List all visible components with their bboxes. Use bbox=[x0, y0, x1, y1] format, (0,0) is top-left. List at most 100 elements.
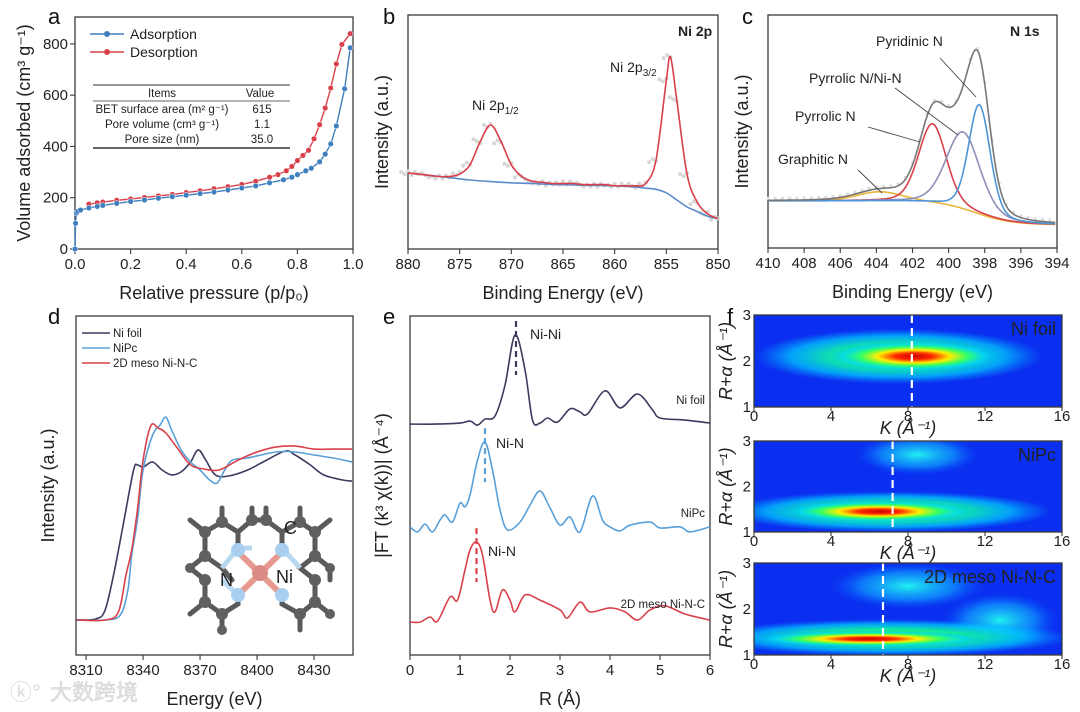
y-axis-label: Intensity (a.u.) bbox=[372, 75, 392, 189]
y-axis-label: Intensity (a.u.) bbox=[38, 428, 58, 542]
table-header: Items bbox=[148, 88, 176, 100]
x-tick-label: 0 bbox=[406, 662, 414, 679]
data-point bbox=[288, 174, 295, 181]
inset-label-n: N bbox=[220, 570, 233, 590]
data-point bbox=[85, 204, 92, 212]
peak-label-main: Ni 2p bbox=[610, 59, 643, 75]
x-tick-label: 410 bbox=[755, 255, 780, 272]
raw-data-point bbox=[1026, 215, 1030, 220]
raw-data-point bbox=[795, 196, 799, 200]
data-point bbox=[338, 41, 345, 48]
raw-data-point bbox=[471, 137, 476, 142]
raw-data-point bbox=[773, 196, 777, 200]
x-axis-label: Binding Energy (eV) bbox=[832, 282, 993, 302]
x-tick-label: 0 bbox=[750, 533, 758, 550]
x-tick-label: 8310 bbox=[69, 662, 102, 679]
x-tick-label: 0 bbox=[750, 656, 758, 673]
y-axis-label: |FT (k³ χ(k))| (Å⁻⁴) bbox=[372, 413, 392, 558]
raw-data-point bbox=[780, 196, 785, 200]
x-tick-label: 16 bbox=[1054, 656, 1071, 673]
raw-data-point bbox=[845, 192, 850, 196]
data-point bbox=[305, 147, 312, 154]
panel-letter-c: c bbox=[742, 4, 753, 29]
raw-data-point bbox=[709, 217, 714, 222]
data-point bbox=[288, 163, 295, 170]
component-pyrrolic-n bbox=[768, 122, 1056, 225]
data-point bbox=[302, 167, 309, 174]
leader-line bbox=[867, 126, 921, 143]
series-line-nipc bbox=[76, 416, 353, 622]
raw-data-point bbox=[838, 193, 842, 197]
x-tick-label: 394 bbox=[1044, 255, 1069, 272]
raw-data-point bbox=[426, 175, 431, 180]
data-point bbox=[311, 135, 318, 142]
data-point bbox=[155, 195, 162, 202]
y-tick-label: 3 bbox=[743, 555, 751, 572]
y-axis-label: Volume adsorbed (cm³ g⁻¹) bbox=[14, 24, 34, 242]
raw-data-point bbox=[495, 138, 500, 143]
watermark-logo: ⓚ° 大数跨境 bbox=[10, 680, 138, 706]
x-tick-label: 855 bbox=[654, 256, 679, 273]
data-point bbox=[333, 122, 340, 130]
peak-label: Ni-N bbox=[488, 543, 516, 559]
raw-data-point bbox=[619, 181, 624, 186]
raw-data-point bbox=[816, 195, 821, 200]
data-point bbox=[316, 158, 323, 165]
raw-data-point bbox=[671, 97, 676, 102]
panel-letter-d: d bbox=[48, 304, 60, 329]
component-label: Pyrrolic N bbox=[795, 108, 856, 124]
raw-data-point bbox=[1019, 214, 1023, 218]
panel-d-xanes: 8310 8340 8370 8400 8430 Energy (eV) Intensity… bbox=[38, 315, 354, 709]
inset-label-ni: Ni bbox=[276, 567, 293, 587]
table-cell: BET surface area (m² g⁻¹) bbox=[95, 104, 228, 116]
raw-data-point bbox=[450, 171, 455, 176]
peak-label: Ni-Ni bbox=[530, 326, 561, 342]
raw-data-point bbox=[461, 163, 466, 168]
raw-data-point bbox=[853, 190, 857, 194]
x-tick-label: 0 bbox=[750, 408, 758, 425]
heatmap-hotspot bbox=[754, 630, 985, 648]
y-axis-label: R+α (Å⁻¹) bbox=[716, 322, 736, 400]
legend-marker bbox=[104, 31, 110, 37]
raw-data-point bbox=[650, 157, 655, 162]
x-tick-label: 865 bbox=[550, 256, 575, 273]
x-tick-label: 8 bbox=[904, 656, 912, 673]
raw-data-point bbox=[512, 175, 517, 180]
raw-data-point bbox=[831, 194, 835, 198]
x-tick-label: 16 bbox=[1054, 408, 1071, 425]
x-axis-label: K (Å⁻¹) bbox=[880, 543, 937, 563]
raw-data-point bbox=[567, 179, 572, 184]
plot-frame bbox=[75, 315, 354, 656]
heatmap-hotspot bbox=[827, 341, 1001, 372]
raw-data-point bbox=[433, 176, 438, 181]
x-axis-label: Energy (eV) bbox=[166, 689, 262, 709]
y-axis-label: R+α (Å⁻¹) bbox=[716, 570, 736, 648]
raw-data-point bbox=[667, 95, 672, 100]
x-tick-label: 850 bbox=[705, 256, 730, 273]
raw-data-point bbox=[647, 160, 652, 165]
legend-label: Desorption bbox=[130, 44, 198, 60]
y-tick-label: 2 bbox=[743, 353, 751, 370]
legend-label: Ni foil bbox=[113, 328, 142, 340]
series-line-2d-meso-ni-n-c bbox=[409, 541, 711, 624]
raw-data-point bbox=[691, 199, 696, 204]
raw-data-point bbox=[464, 160, 469, 165]
x-tick-label: 400 bbox=[936, 255, 961, 272]
raw-data-point bbox=[505, 163, 510, 168]
raw-data-point bbox=[561, 179, 565, 184]
raw-data-point bbox=[975, 46, 980, 50]
data-point bbox=[347, 44, 354, 51]
panel-title: Ni 2p bbox=[678, 23, 712, 39]
raw-data-point bbox=[626, 181, 631, 186]
raw-data-point bbox=[399, 169, 404, 174]
y-tick-label: 1 bbox=[743, 647, 751, 664]
x-tick-label: 0.4 bbox=[176, 256, 197, 273]
data-point bbox=[294, 157, 301, 164]
x-tick-label: 2 bbox=[506, 662, 514, 679]
x-tick-label: 870 bbox=[499, 256, 524, 273]
series-line-background bbox=[407, 172, 719, 220]
x-tick-label: 404 bbox=[864, 255, 889, 272]
x-axis-label: Relative pressure (p/p₀) bbox=[119, 283, 309, 303]
panel-letter-b: b bbox=[383, 4, 395, 29]
